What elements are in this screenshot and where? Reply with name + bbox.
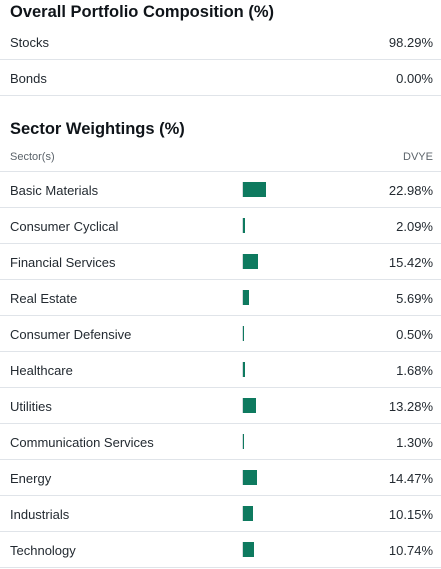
sector-bar [243, 506, 254, 521]
sector-row: Industrials 10.15% [0, 496, 441, 532]
sector-weightings-table: Basic Materials 22.98% Consumer Cyclical 2.… [0, 172, 441, 568]
composition-row-bonds: Bonds 0.00% [0, 60, 441, 96]
sector-row: Financial Services 15.42% [0, 244, 441, 280]
composition-label: Bonds [10, 71, 47, 86]
sector-label: Consumer Cyclical [10, 219, 119, 234]
sector-row: Consumer Cyclical 2.09% [0, 208, 441, 244]
portfolio-composition-title: Overall Portfolio Composition (%) [10, 3, 275, 21]
sector-label: Utilities [10, 399, 52, 414]
sector-label: Financial Services [10, 255, 116, 270]
sector-bar [243, 362, 245, 377]
fund-column-header: DVYE [403, 151, 433, 163]
sector-bar [243, 326, 244, 341]
sector-value: 15.42% [388, 255, 433, 270]
sector-label: Industrials [10, 507, 70, 522]
sector-row: Healthcare 1.68% [0, 352, 441, 388]
sector-value: 1.30% [396, 435, 433, 450]
sector-label: Consumer Defensive [10, 327, 132, 342]
sector-bar-track [242, 326, 343, 341]
sector-label: Technology [10, 543, 76, 558]
sector-value: 10.74% [388, 543, 433, 558]
sector-bar-track [242, 218, 343, 233]
sector-row: Utilities 13.28% [0, 388, 441, 424]
sector-row: Consumer Defensive 0.50% [0, 316, 441, 352]
sector-bar-track [242, 542, 343, 557]
sector-bar [243, 218, 246, 233]
sector-bar-track [242, 434, 343, 449]
portfolio-composition-table: Stocks 98.29% Bonds 0.00% [0, 24, 441, 96]
sector-bar [243, 542, 254, 557]
sector-value: 10.15% [388, 507, 433, 522]
sector-row: Basic Materials 22.98% [0, 172, 441, 208]
sector-bar [243, 182, 266, 197]
sector-bar [243, 398, 257, 413]
composition-value: 0.00% [396, 71, 433, 86]
sector-bar-track [242, 290, 343, 305]
composition-value: 98.29% [388, 35, 433, 50]
sector-bar-track [242, 506, 343, 521]
sector-row: Communication Services 1.30% [0, 424, 441, 460]
sector-weightings-title: Sector Weightings (%) [10, 120, 185, 138]
sector-label: Communication Services [10, 435, 154, 450]
sector-column-header: Sector(s) [10, 151, 55, 163]
sector-bar-track [242, 398, 343, 413]
sector-value: 13.28% [388, 399, 433, 414]
sector-row: Technology 10.74% [0, 532, 441, 568]
sector-label: Basic Materials [10, 183, 99, 198]
sector-row: Energy 14.47% [0, 460, 441, 496]
sector-value: 5.69% [396, 291, 433, 306]
sector-value: 1.68% [396, 363, 433, 378]
sector-bar-track [242, 470, 343, 485]
sector-bar-track [242, 362, 343, 377]
sector-bar [243, 290, 249, 305]
sector-row: Real Estate 5.69% [0, 280, 441, 316]
sector-table-header: Sector(s) DVYE [0, 146, 441, 172]
composition-label: Stocks [10, 35, 50, 50]
sector-bar-track [242, 182, 343, 197]
sector-bar [243, 470, 258, 485]
sector-label: Real Estate [10, 291, 78, 306]
sector-bar [243, 434, 245, 449]
sector-value: 2.09% [396, 219, 433, 234]
sector-label: Energy [10, 471, 52, 486]
sector-value: 22.98% [388, 183, 433, 198]
sector-bar-track [242, 254, 343, 269]
sector-value: 14.47% [388, 471, 433, 486]
composition-row-stocks: Stocks 98.29% [0, 24, 441, 60]
sector-label: Healthcare [10, 363, 73, 378]
sector-value: 0.50% [396, 327, 433, 342]
sector-bar [243, 254, 259, 269]
